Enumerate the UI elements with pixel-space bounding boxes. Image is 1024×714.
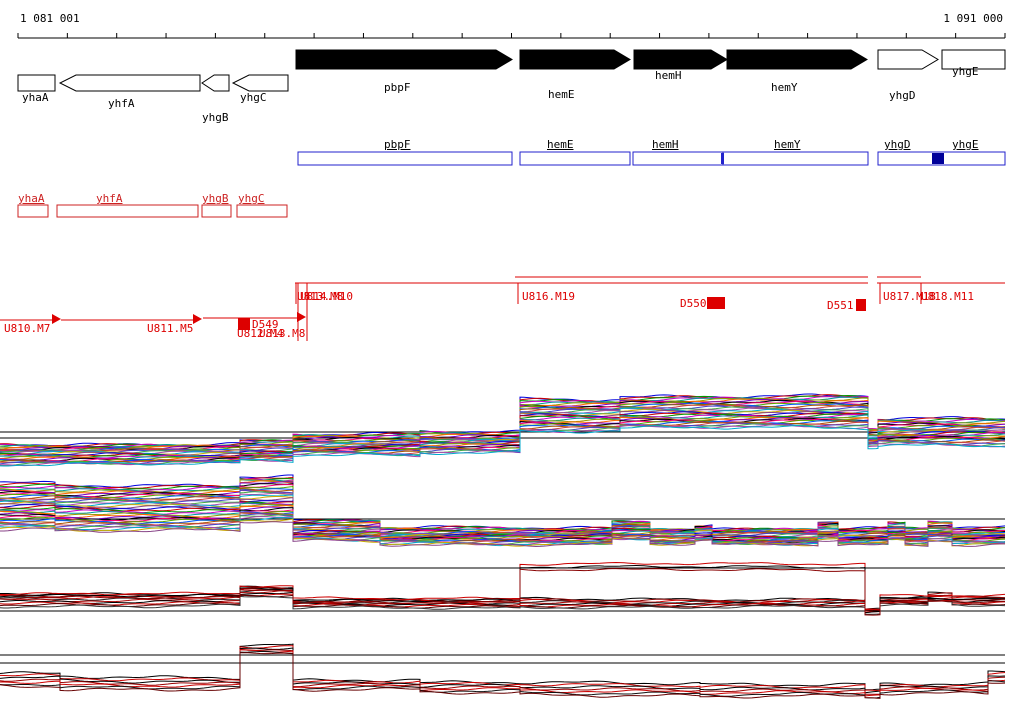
expression-trace (0, 593, 1005, 612)
gene-box-red-yhgB[interactable] (201, 204, 232, 218)
expression-trace (0, 590, 1005, 611)
segment-flag-icon (52, 314, 61, 324)
gene-box-red-yhgC[interactable] (236, 204, 288, 218)
tu-box-hemH-hemY[interactable] (632, 151, 869, 166)
expression-trace (0, 415, 1005, 461)
ruler-end-label: 1 091 000 (943, 12, 1003, 25)
expression-trace (0, 647, 1005, 694)
expression-trace (0, 517, 1006, 547)
expression-trace (0, 650, 1006, 699)
gene-box-red-yhfA[interactable] (56, 204, 199, 218)
gene-arrow-hemE[interactable] (519, 49, 631, 70)
expression-trace (0, 501, 1005, 541)
expression-trace (0, 586, 1006, 611)
expression-trace (0, 568, 1005, 616)
tu-box-hemE[interactable] (519, 151, 631, 166)
gene-arrow-yhgB[interactable] (201, 74, 230, 92)
expression-trace (0, 648, 1005, 695)
tu-box-pbpF[interactable] (297, 151, 513, 166)
segment-flag-icon (297, 312, 306, 322)
expression-trace (0, 425, 1006, 467)
segment-solid-D549 (238, 318, 250, 330)
ruler-start-label: 1 081 001 (20, 12, 80, 25)
expression-trace (0, 589, 1006, 611)
segment-solid-D550 (707, 297, 725, 309)
expression-panel-2 (0, 474, 1006, 548)
tu-box-fill-marker (932, 153, 944, 164)
gene-arrow-hemY[interactable] (726, 49, 868, 70)
expression-trace (0, 561, 1005, 611)
gene-arrow-pbpF[interactable] (295, 49, 513, 70)
gene-arrow-yhaA[interactable] (17, 74, 56, 92)
gene-arrow-yhgD[interactable] (877, 49, 939, 70)
gene-box-red-yhaA[interactable] (17, 204, 49, 218)
expression-trace (0, 564, 1005, 614)
expression-trace (0, 398, 1006, 450)
gene-arrow-yhgC[interactable] (231, 74, 289, 92)
expression-trace (0, 521, 1006, 548)
expression-panel-1 (0, 393, 1006, 467)
gene-arrow-hemH[interactable] (633, 49, 728, 70)
gene-arrow-yhgE[interactable] (941, 49, 1006, 70)
expression-trace (0, 595, 1006, 615)
expression-trace (0, 643, 1006, 691)
gene-arrow-yhfA[interactable] (58, 74, 201, 92)
expression-panel-4 (0, 643, 1006, 699)
expression-trace (0, 652, 1005, 699)
segment-solid-D551 (856, 299, 866, 311)
expression-panel-3 (0, 561, 1006, 616)
tu-box-fill-marker (721, 153, 724, 164)
expression-trace (0, 420, 1006, 465)
segment-flag-icon (193, 314, 202, 324)
expression-trace (0, 405, 1005, 454)
